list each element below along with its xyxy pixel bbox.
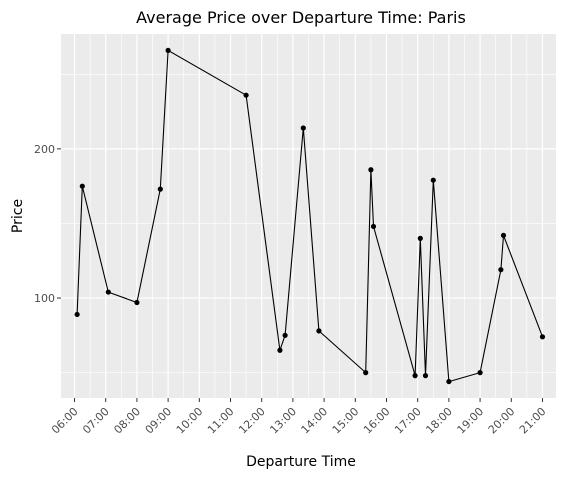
x-tick-label: 07:00 (80, 405, 112, 437)
data-point (105, 289, 111, 295)
data-point (243, 92, 249, 98)
x-tick-label: 20:00 (486, 405, 518, 437)
data-point (300, 125, 306, 131)
data-point (370, 223, 377, 230)
chart-title: Average Price over Departure Time: Paris (136, 8, 466, 27)
x-tick-label: 11:00 (205, 405, 237, 437)
data-point (368, 167, 374, 173)
data-point (277, 347, 283, 353)
x-axis: 06:00 07:00 08:00 09:00 10:00 11:00 12:00 13:00… (49, 398, 549, 437)
x-tick-label: 18:00 (423, 405, 455, 437)
y-axis: 100 200 (34, 143, 61, 305)
x-tick-label: 17:00 (392, 405, 424, 437)
y-tick-label: 200 (34, 143, 55, 156)
x-tick-label: 09:00 (143, 405, 175, 437)
x-tick-label: 12:00 (236, 405, 268, 437)
data-point (422, 373, 429, 379)
x-tick-label: 16:00 (361, 405, 393, 437)
x-tick-label: 08:00 (111, 405, 143, 437)
data-point (79, 183, 85, 189)
data-point (316, 328, 322, 334)
data-point (282, 332, 288, 338)
price-series (74, 47, 546, 385)
x-tick-label: 21:00 (517, 405, 549, 437)
data-point (539, 334, 546, 340)
data-point (412, 373, 418, 379)
data-point (477, 370, 483, 376)
data-point (446, 378, 452, 385)
y-axis-title: Price (10, 199, 26, 233)
grid-lines (61, 34, 556, 398)
x-tick-label: 14:00 (299, 405, 331, 437)
x-tick-label: 10:00 (174, 405, 206, 437)
data-point (134, 299, 140, 306)
x-tick-label: 13:00 (267, 405, 299, 437)
data-point (417, 235, 423, 241)
data-point (363, 370, 369, 376)
x-axis-title: Departure Time (246, 454, 356, 470)
data-point (500, 232, 507, 238)
data-point (498, 267, 504, 273)
data-point (430, 177, 436, 183)
data-point (157, 186, 163, 192)
data-point (165, 47, 171, 54)
x-tick-label: 15:00 (330, 405, 362, 437)
x-tick-label: 06:00 (49, 405, 81, 437)
y-tick-label: 100 (34, 292, 55, 305)
data-point (74, 311, 80, 318)
x-tick-label: 19:00 (455, 405, 487, 437)
